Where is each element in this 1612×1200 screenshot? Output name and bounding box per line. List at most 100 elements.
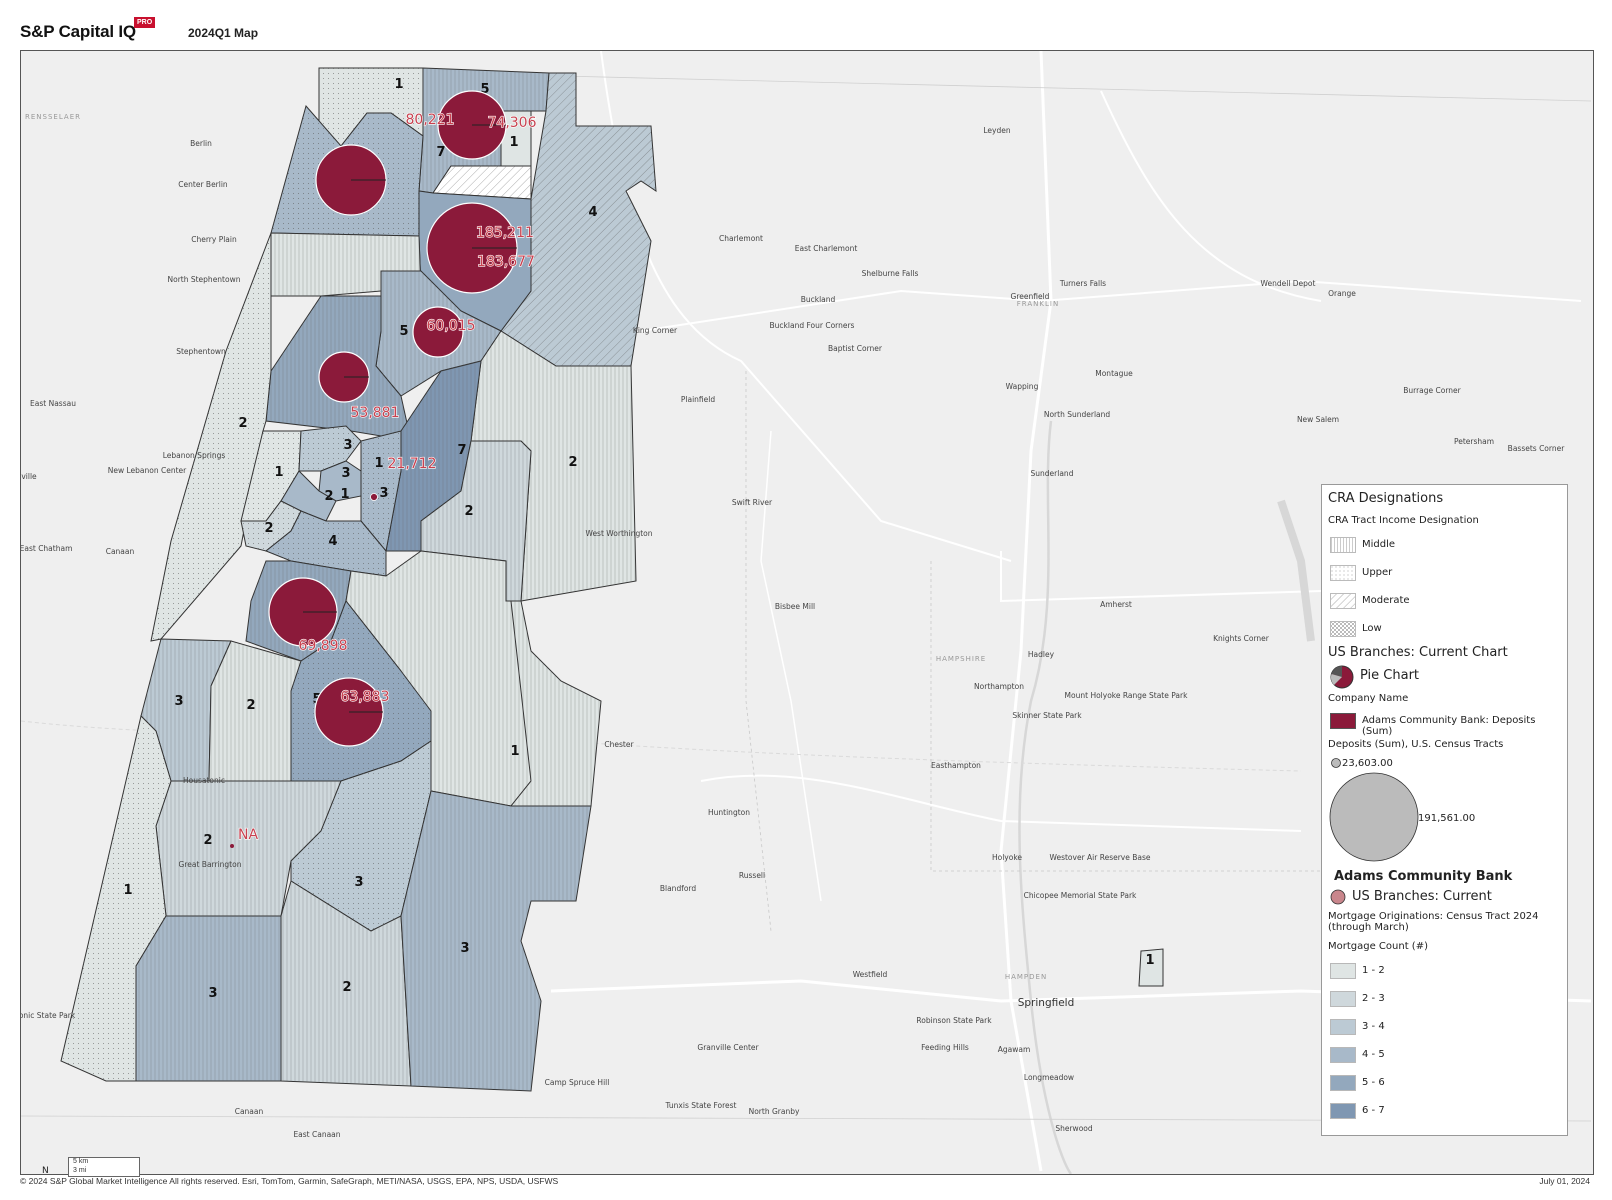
place-label: Easthampton <box>931 761 981 770</box>
tract-count-label: 2 <box>464 504 473 519</box>
legend-class-label: 2 - 3 <box>1362 993 1385 1004</box>
place-label: Baptist Corner <box>828 344 883 353</box>
place-label: Montague <box>1095 369 1133 378</box>
tract-count-label: 3 <box>208 986 217 1001</box>
legend-cra-label: Middle <box>1362 539 1396 550</box>
tract-count-label: 2 <box>324 489 333 504</box>
county-label: HAMPDEN <box>1005 973 1047 981</box>
legend-cra-title: CRA Designations <box>1328 491 1444 506</box>
place-label: Lebanon Springs <box>163 451 226 460</box>
place-label: ville <box>21 472 37 481</box>
map-legend: CRA Designations CRA Tract Income Design… <box>1321 484 1568 1136</box>
place-label: North Sunderland <box>1044 410 1111 419</box>
place-label: Burrage Corner <box>1403 386 1461 395</box>
branch-pie-marker[interactable] <box>318 351 370 403</box>
place-label: Shelburne Falls <box>862 269 919 278</box>
tract-count-label: 3 <box>341 466 350 481</box>
place-label: Turners Falls <box>1059 279 1106 288</box>
county-labels: RENSSELAER FRANKLIN HAMPSHIRE HAMPDEN <box>25 113 1058 981</box>
branch-pie-marker[interactable] <box>314 677 384 747</box>
place-label: Tunxis State Forest <box>664 1101 736 1110</box>
place-label: Stephentown <box>176 347 226 356</box>
place-label: Mount Holyoke Range State Park <box>1065 691 1189 700</box>
legend-size-max: 191,561.00 <box>1418 813 1476 824</box>
legend-class-label: 1 - 2 <box>1362 965 1385 976</box>
branch-pie-marker[interactable] <box>370 493 378 501</box>
place-label: Charlemont <box>719 234 763 243</box>
place-label: Springfield <box>1018 997 1075 1009</box>
deposit-label: 183,677 <box>477 254 535 270</box>
place-label: Chicopee Memorial State Park <box>1024 891 1137 900</box>
header: S&P Capital IQ PRO 2024Q1 Map <box>20 17 1592 48</box>
place-label: Buckland Four Corners <box>770 321 855 330</box>
branch-pie-marker[interactable] <box>412 306 464 358</box>
place-label: Chester <box>604 740 634 749</box>
place-label: Plainfield <box>681 395 715 404</box>
tract-count-label: 1 <box>340 487 349 502</box>
branch-pie-marker[interactable] <box>315 144 387 216</box>
tract-count-label: 3 <box>174 694 183 709</box>
legend-class-label: 4 - 5 <box>1362 1049 1385 1060</box>
tract-count-label: 2 <box>568 455 577 470</box>
deposit-label: 21,712 <box>388 456 437 472</box>
place-label: Holyoke <box>992 853 1022 862</box>
legend-company-item: Adams Community Bank: Deposits (Sum) <box>1362 715 1536 737</box>
tract-count-label: 5 <box>399 324 408 339</box>
tract-count-label: 3 <box>460 941 469 956</box>
place-label: Sherwood <box>1055 1124 1093 1133</box>
tract-count-label: 3 <box>343 438 352 453</box>
deposit-label: NA <box>238 827 258 843</box>
legend-size-min-circle <box>1331 758 1341 768</box>
tract-count-label: 3 <box>354 875 363 890</box>
place-label: Knights Corner <box>1213 634 1270 643</box>
place-label: New Lebanon Center <box>108 466 187 475</box>
place-label: Petersham <box>1454 437 1494 446</box>
deposit-labels: 80,221 74,306 185,211 183,677 60,015 53,… <box>237 111 537 843</box>
legend-pie-label: Pie Chart <box>1360 668 1420 683</box>
branch-pie-marker[interactable] <box>426 202 518 294</box>
tract-count-label: 7 <box>436 145 445 160</box>
place-label: Northampton <box>974 682 1024 691</box>
place-label: Great Barrington <box>179 860 242 869</box>
place-label: Sunderland <box>1031 469 1074 478</box>
place-label: Cherry Plain <box>191 235 237 244</box>
place-label: Westover Air Reserve Base <box>1049 853 1150 862</box>
place-label: Taconic State Park <box>21 1011 76 1020</box>
place-label: King Corner <box>633 326 678 335</box>
deposit-label: 53,881 <box>351 405 400 421</box>
place-label: Westfield <box>853 970 888 979</box>
census-tracts[interactable] <box>60 67 1164 1092</box>
legend-bank-title: Adams Community Bank <box>1334 869 1513 884</box>
legend-cra-label: Low <box>1362 623 1382 634</box>
place-label: Wendell Depot <box>1261 279 1316 288</box>
county-label: HAMPSHIRE <box>936 655 986 663</box>
branch-pie-marker[interactable] <box>230 844 234 848</box>
tract-count-label: 1 <box>1145 953 1154 968</box>
legend-branch-label: US Branches: Current <box>1352 889 1492 904</box>
tract-count-label: 1 <box>394 77 403 92</box>
tract-count-label: 1 <box>274 465 283 480</box>
tract <box>1138 948 1164 987</box>
legend-branches-chart-title: US Branches: Current Chart <box>1328 645 1508 660</box>
county-label: RENSSELAER <box>25 113 81 121</box>
place-label: North Granby <box>749 1107 800 1116</box>
tract-count-label: 2 <box>203 833 212 848</box>
place-label: Granville Center <box>697 1043 759 1052</box>
tract-count-label: 5 <box>480 82 489 97</box>
tract-count-label: 2 <box>342 980 351 995</box>
place-label: Longmeadow <box>1024 1073 1074 1082</box>
sp-capital-iq-logo[interactable]: S&P Capital IQ <box>20 22 136 41</box>
tract-count-label: 4 <box>328 534 337 549</box>
branch-markers[interactable] <box>230 90 518 848</box>
scale-mi: 3 mi <box>73 1167 87 1174</box>
branch-pie-marker[interactable] <box>268 577 338 647</box>
scale-km: 5 km <box>73 1158 89 1165</box>
tract-count-label: 3 <box>379 486 388 501</box>
legend-mortgage-subtitle: Mortgage Count (#) <box>1328 941 1428 952</box>
map-canvas[interactable]: 1 5 7 1 4 4 6 3 5 6 2 3 3 1 1 2 1 3 2 4 … <box>21 51 1593 1174</box>
place-label: East Canaan <box>293 1130 340 1139</box>
legend-class-label: 6 - 7 <box>1362 1105 1385 1116</box>
branch-pie-marker[interactable] <box>437 90 507 160</box>
legend-cra-label: Moderate <box>1362 595 1410 606</box>
place-label: Buckland <box>801 295 836 304</box>
